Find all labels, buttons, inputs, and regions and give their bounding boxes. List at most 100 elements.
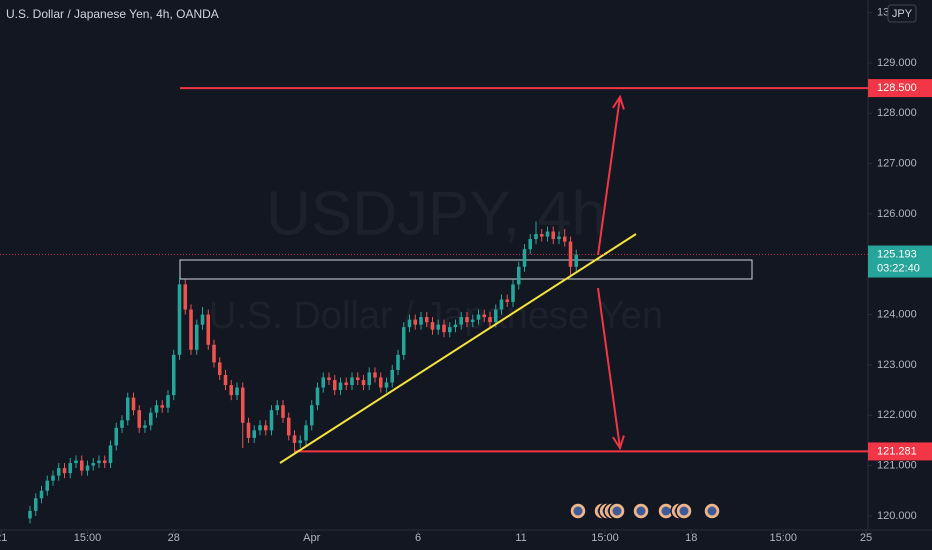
candle-body [45,480,50,491]
candle-body [562,236,567,242]
candle-body [235,387,239,396]
event-icon-inner [573,506,583,516]
candle-body [516,266,521,285]
candle-body [97,460,101,464]
candle-body [68,463,73,474]
candle-body [275,405,280,411]
candle-body [298,440,303,443]
candle-body [74,460,78,464]
candle-body [384,382,389,388]
candle-body [442,324,446,333]
candle-body [304,425,308,441]
candle-body [79,460,84,471]
level-price-label: 121.281 [877,445,917,457]
candle-body [390,369,395,383]
candle-body [102,460,107,464]
candle-body [350,377,354,386]
candle-body [177,284,182,355]
watermark-symbol: USDJPY, 4h [266,179,606,248]
candle-body [269,410,274,431]
candle-body [160,405,165,408]
candle-body [545,231,550,237]
candle-body [85,465,90,471]
level-price-label: 128.500 [877,82,917,94]
chart-title: U.S. Dollar / Japanese Yen, 4h, OANDA [6,7,219,21]
x-tick-label: 28 [168,532,180,544]
candle-body [505,299,510,302]
candle-body [430,322,435,330]
candle-body [120,420,124,428]
candle-body [465,317,469,323]
candle-body [534,234,538,240]
candle-body [332,380,337,391]
arrow-head [612,94,625,110]
candle-body [166,395,170,408]
candle-body [476,314,481,320]
candle-body [286,417,291,436]
level-price-box [868,79,932,98]
event-icon-inner [707,506,717,516]
candle-body [194,324,199,350]
candle-body [539,234,544,237]
drawings [179,259,753,280]
y-tick-label: 126.000 [877,208,917,220]
x-tick-label: 18 [685,532,697,544]
event-icon-inner [612,506,622,516]
candle-body [223,374,228,386]
candle-body [321,377,326,388]
candle-body [56,468,61,476]
candle-body [229,385,234,396]
currency-box [887,4,917,23]
candle-body [355,377,360,381]
candle-body [252,430,257,438]
y-tick-label: 123.000 [877,359,917,371]
candle-body [493,309,498,323]
candle-body [447,327,452,333]
y-tick-label: 128.000 [877,107,917,119]
candle-body [39,490,44,499]
candle-body [108,445,113,464]
y-tick-label: 124.000 [877,308,917,320]
x-tick-label: 15:00 [769,532,797,544]
candle-body [246,422,251,438]
candle-body [407,319,412,328]
candle-body [419,317,423,325]
candle-body [183,284,188,310]
candle-body [413,319,418,325]
watermark-description: U.S. Dollar / Japanese Yen [209,295,663,337]
candle-body [281,405,285,418]
y-tick-label: 122.000 [877,409,917,421]
x-tick-label: 15:00 [591,532,619,544]
candle-body [522,249,527,267]
x-tick-label: 25 [860,532,872,544]
candle-body [309,405,314,426]
candle-body [143,425,147,428]
candle-body [131,397,136,411]
candle-body [373,372,377,378]
currency-label: JPY [892,8,913,20]
candle-body [171,354,176,396]
candle-body [378,377,383,388]
y-tick-label: 127.000 [877,157,917,169]
arrow-head [612,435,625,451]
candle-body [574,254,579,267]
candle-body [511,284,515,302]
candle-body [125,397,130,421]
candle-body [154,405,159,413]
candle-body [367,372,372,386]
candle-body [401,327,406,355]
event-icon-inner [679,506,689,516]
candle-body [148,412,153,426]
candle-body [263,425,268,431]
candle-body [206,314,211,345]
event-icon-inner [636,506,646,516]
last-price-label: 125.193 [877,248,917,260]
candle-body [51,475,55,481]
candle-body [453,324,458,328]
candle-body [488,317,492,323]
event-icon-inner [661,506,671,516]
candle-body [528,239,533,250]
candle-body [240,387,245,423]
y-tick-label: 120.000 [877,510,917,522]
